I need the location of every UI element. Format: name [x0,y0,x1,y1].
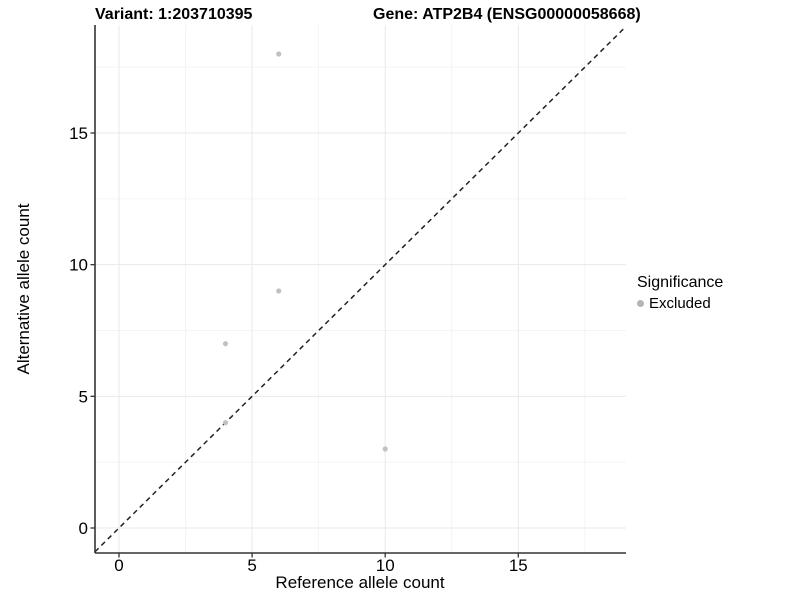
legend-entry-label: Excluded [649,295,711,312]
data-point [276,51,282,57]
x-tick-label: 15 [509,556,528,575]
x-tick-label: 0 [114,556,123,575]
x-tick-label: 10 [376,556,395,575]
gene-title: Gene: ATP2B4 (ENSG00000058668) [373,6,641,23]
y-axis-label: Alternative allele count [14,203,33,375]
data-point [222,420,229,426]
y-tick-label: 0 [79,519,88,538]
legend-entry-excluded: Excluded [637,295,723,312]
y-tick-label: 5 [79,387,88,406]
x-tick-label: 5 [247,556,256,575]
legend: Significance Excluded [637,274,723,312]
y-tick-label: 15 [69,124,88,143]
x-axis-label: Reference allele count [275,573,445,592]
identity-line [94,25,627,553]
legend-title: Significance [637,274,724,291]
variant-title: Variant: 1:203710395 [95,6,253,23]
y-tick-label: 10 [69,256,88,275]
legend-point-icon [637,300,644,307]
data-point [382,446,388,452]
data-point [276,288,282,294]
data-point [222,341,229,347]
